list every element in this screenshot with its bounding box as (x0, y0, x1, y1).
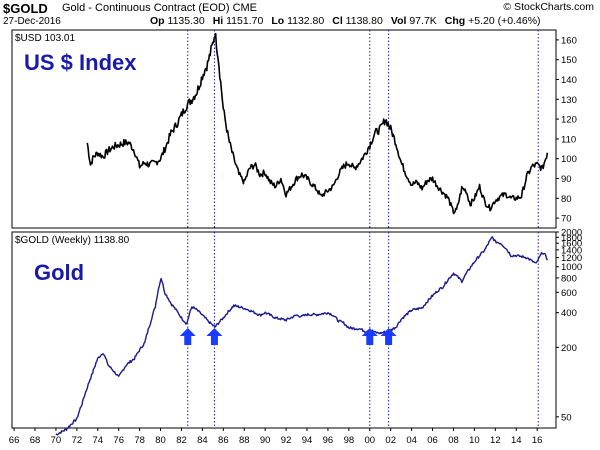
gold-ytick-label: 400 (561, 308, 577, 319)
symbol-label: $GOLD (3, 1, 48, 16)
stockcharts-credit: © StockCharts.com (503, 1, 594, 13)
up-arrow-icon (206, 328, 223, 345)
xtick-label: 74 (92, 435, 103, 446)
change-label: Chg (444, 15, 466, 27)
close-label: Cl (332, 15, 343, 27)
open-label: Op (150, 15, 165, 27)
xtick-label: 66 (9, 435, 20, 446)
usd-ytick-label: 100 (561, 154, 577, 165)
arrow-markers (179, 328, 397, 345)
panel-backgrounds (11, 29, 557, 429)
usd-ytick-label: 110 (561, 134, 576, 145)
usd-panel-frame (11, 29, 557, 229)
up-arrow-icon (361, 328, 378, 345)
xtick-label: 92 (281, 435, 292, 446)
xtick-label: 86 (218, 435, 229, 446)
xtick-label: 02 (385, 435, 396, 446)
usd-ytick-label: 80 (561, 194, 572, 205)
xtick-label: 96 (323, 435, 334, 446)
xtick-label: 12 (490, 435, 501, 446)
header-name: Gold - Continuous Contract (EOD) CME (62, 2, 257, 14)
change-value: +5.20 (+0.46%) (468, 15, 541, 27)
volume-label: Vol (390, 15, 407, 27)
low-value: 1132.80 (287, 15, 325, 27)
gold-ytick-label: 1000 (561, 262, 582, 273)
gold-ytick-label: 1600 (561, 239, 582, 250)
series-layer (55, 32, 549, 436)
xtick-label: 90 (260, 435, 271, 446)
volume-value: 97.7K (409, 15, 437, 27)
up-arrow-icon (179, 328, 196, 345)
quote-summary: Op 1135.30 Hi 1151.70 Lo 1132.80 Cl 1138.80… (150, 15, 541, 27)
gold-ytick-label: 600 (561, 288, 577, 299)
close-value: 1138.80 (345, 15, 383, 27)
xtick-label: 82 (176, 435, 187, 446)
gold-ytick-label: 2000 (561, 228, 582, 239)
usd-ytick-label: 150 (561, 55, 577, 66)
xtick-label: 16 (532, 435, 543, 446)
xtick-label: 84 (197, 435, 208, 446)
chart-header: $GOLD Gold - Continuous Contract (EOD) C… (0, 0, 600, 28)
vertical-markers (187, 30, 539, 428)
xtick-label: 10 (469, 435, 480, 446)
xtick-label: 80 (155, 435, 166, 446)
usd-ytick-label: 140 (561, 75, 577, 86)
xtick-label: 00 (364, 435, 375, 446)
high-value: 1151.70 (226, 15, 264, 27)
gold-ytick-label: 1200 (561, 253, 582, 264)
xtick-label: 78 (134, 435, 145, 446)
up-arrow-icon (380, 328, 397, 345)
gold-big-label: Gold (34, 260, 84, 285)
gold-panel-title: $GOLD (Weekly) 1138.80 (15, 235, 130, 246)
usd-ytick-label: 70 (561, 214, 572, 225)
usd-series-line (86, 32, 549, 215)
gold-ytick-label: 1400 (561, 245, 582, 256)
exchange-label: CME (232, 2, 258, 14)
instrument-name: Gold - Continuous Contract (EOD) (62, 2, 230, 14)
usd-ytick-label: 90 (561, 174, 572, 185)
gold-ytick-label: 50 (561, 412, 572, 423)
gold-ytick-label: 800 (561, 273, 577, 284)
xtick-label: 94 (302, 435, 313, 446)
usd-big-label: US $ Index (24, 50, 137, 75)
low-label: Lo (271, 15, 285, 27)
text-layer: 70 80 90 100 110 120 130 140 150 160 50 200 400 600 80… (9, 33, 582, 446)
xtick-label: 06 (427, 435, 438, 446)
gold-series-line (55, 236, 549, 436)
xtick-label: 76 (113, 435, 124, 446)
usd-ytick-label: 130 (561, 95, 577, 106)
high-label: Hi (212, 15, 224, 27)
usd-panel-title: $USD 103.01 (15, 33, 75, 44)
date-label: 27-Dec-2016 (3, 16, 61, 27)
usd-ytick-label: 120 (561, 115, 577, 126)
usd-ytick-label: 160 (561, 35, 577, 46)
xtick-label: 88 (239, 435, 250, 446)
grid-layer (13, 39, 559, 431)
xtick-label: 68 (30, 435, 41, 446)
xtick-label: 70 (51, 435, 62, 446)
xtick-label: 04 (406, 435, 417, 446)
xtick-label: 98 (344, 435, 355, 446)
xtick-label: 14 (511, 435, 522, 446)
xtick-label: 08 (448, 435, 459, 446)
xtick-label: 72 (72, 435, 83, 446)
open-value: 1135.30 (167, 15, 205, 27)
gold-ytick-label: 200 (561, 343, 577, 354)
gold-panel-frame (11, 231, 557, 429)
gold-ytick-label: 1800 (561, 233, 582, 244)
